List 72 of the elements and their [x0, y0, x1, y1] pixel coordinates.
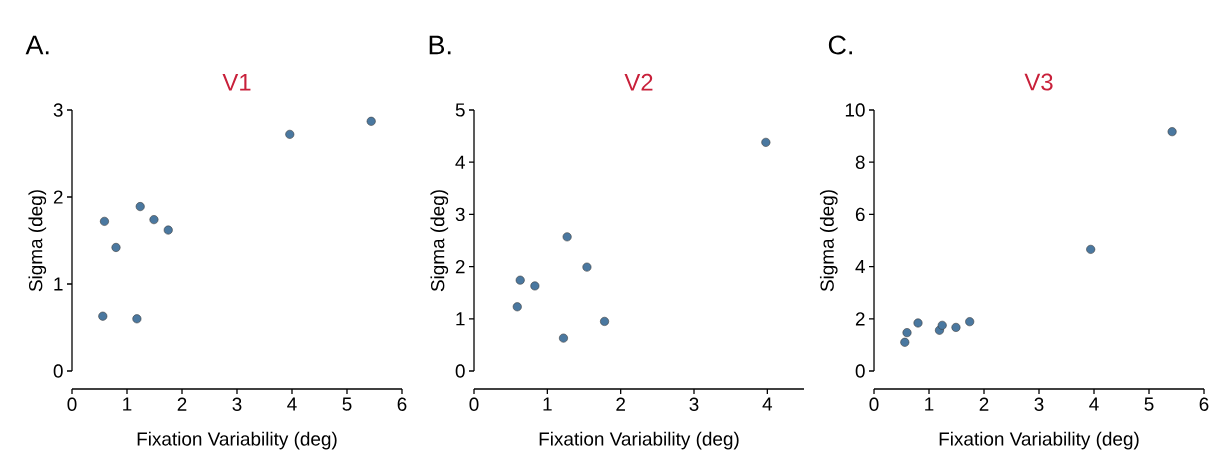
x-tick-label: 6 — [1199, 397, 1209, 411]
x-tick-label: 3 — [689, 397, 699, 411]
point — [98, 311, 108, 321]
x-tick-label: 5 — [1144, 397, 1154, 411]
point — [512, 302, 522, 312]
point — [149, 215, 159, 225]
text: A. — [25, 35, 49, 55]
y-tick-label: 3 — [53, 103, 63, 117]
point — [900, 337, 910, 347]
point — [163, 225, 173, 235]
x-tick-label: 5 — [342, 397, 352, 411]
x-tick-label: 0 — [67, 397, 77, 411]
x-tick-label: 4 — [287, 397, 297, 411]
y-tick-label: 8 — [855, 155, 865, 169]
x-tick-label: 0 — [869, 397, 879, 411]
chart-title: V2 — [624, 73, 653, 91]
x-tick-label: 3 — [1034, 397, 1044, 411]
x-tick-label: 4 — [1089, 397, 1099, 411]
point — [600, 316, 610, 326]
point — [562, 232, 572, 242]
point — [913, 318, 923, 328]
y-tick-label: 6 — [855, 207, 865, 222]
y-tick-label: 0 — [53, 364, 63, 378]
point — [515, 275, 525, 285]
y-tick-label: 10 — [845, 103, 865, 117]
x-tick-label: 2 — [177, 397, 187, 411]
y-axis-title: Sigma (deg) — [430, 190, 449, 292]
y-tick-label: 1 — [456, 312, 465, 326]
point — [111, 242, 121, 252]
y-tick-label: 2 — [53, 190, 63, 204]
point — [135, 202, 145, 212]
point — [558, 333, 568, 343]
y-tick-label: 0 — [455, 364, 465, 378]
x-tick-label: 1 — [925, 397, 934, 411]
y-tick-label: 1 — [54, 277, 63, 291]
point — [1086, 244, 1096, 254]
point — [582, 262, 592, 272]
y-tick-label: 2 — [855, 312, 865, 326]
x-tick-label: 2 — [616, 397, 625, 411]
y-tick-label: 4 — [855, 260, 865, 274]
chart-title: V1 — [222, 74, 251, 91]
x-tick-label: 0 — [469, 397, 479, 411]
x-tick-label: 1 — [123, 397, 132, 411]
chart-title: V3 — [1024, 73, 1053, 91]
x-axis-title: Fixation Variability (deg) — [137, 431, 337, 450]
x-tick-label: 6 — [397, 397, 407, 411]
x-tick-label: 2 — [979, 397, 989, 411]
y-tick-label: 5 — [455, 103, 465, 117]
y-axis-title: Sigma (deg) — [819, 190, 838, 292]
x-tick-label: 3 — [232, 397, 242, 411]
point — [761, 137, 771, 147]
point — [937, 320, 947, 330]
point — [285, 129, 295, 139]
y-tick-label: 2 — [455, 259, 465, 274]
point — [132, 314, 142, 324]
y-tick-label: 4 — [455, 155, 465, 169]
point — [1167, 127, 1177, 137]
y-tick-label: 3 — [455, 207, 465, 222]
point — [965, 317, 975, 327]
point — [530, 281, 540, 291]
point — [951, 322, 961, 332]
text: B. — [429, 35, 451, 55]
x-tick-label: 4 — [762, 397, 773, 411]
text: C. — [828, 35, 852, 55]
point — [99, 216, 109, 226]
y-tick-label: 0 — [855, 364, 865, 378]
point — [902, 328, 912, 338]
x-axis-title: Fixation Variability (deg) — [939, 431, 1139, 450]
x-tick-label: 1 — [543, 397, 552, 411]
y-axis-title: Sigma (deg) — [28, 190, 47, 292]
point — [366, 116, 376, 126]
x-axis-title: Fixation Variability (deg) — [539, 431, 739, 450]
